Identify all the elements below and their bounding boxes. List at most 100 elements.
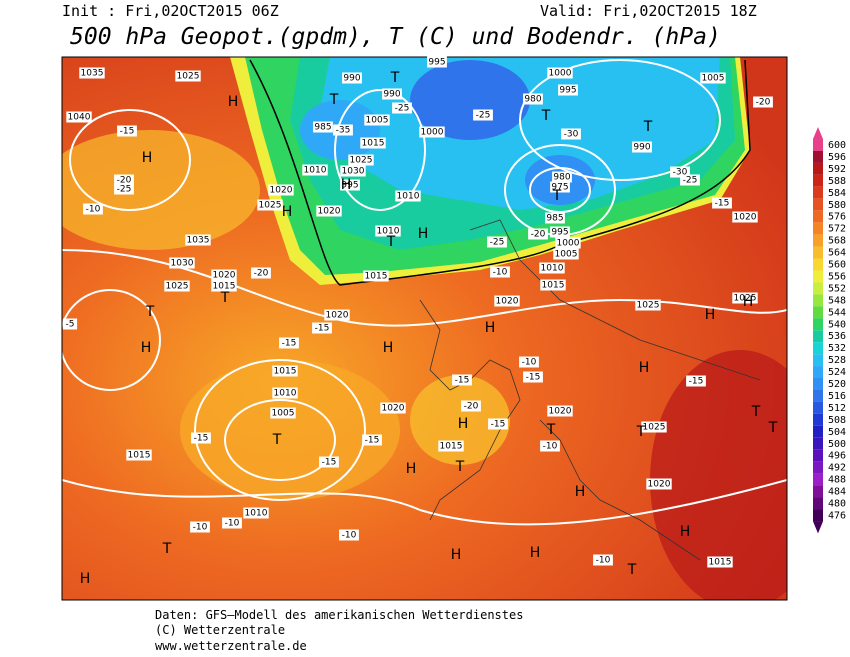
colorbar-label: 532 xyxy=(828,343,846,354)
colorbar-label: 540 xyxy=(828,319,846,330)
label-box xyxy=(339,529,359,541)
label-box xyxy=(540,440,560,452)
label-box xyxy=(523,93,543,105)
contour-label: -5 xyxy=(66,320,75,330)
color-swatch xyxy=(813,258,823,271)
contour-label: -15 xyxy=(194,434,209,444)
pressure-center: H xyxy=(341,177,352,193)
contour-label: -30 xyxy=(673,168,688,178)
color-swatch xyxy=(813,222,823,235)
contour-label: 1025 xyxy=(350,156,373,166)
contour-552 xyxy=(249,59,751,286)
contour-label: 1020 xyxy=(382,404,405,414)
color-swatch xyxy=(813,449,823,462)
label-box xyxy=(117,125,137,137)
label-box xyxy=(552,171,572,183)
label-box xyxy=(732,211,758,223)
label-box xyxy=(380,402,406,414)
contour-label: 1005 xyxy=(702,74,725,84)
pressure-center: T xyxy=(546,422,556,438)
contour-label: 1020 xyxy=(326,311,349,321)
label-box xyxy=(164,280,190,292)
contour-label: 1020 xyxy=(270,186,293,196)
label-box xyxy=(348,154,374,166)
label-box xyxy=(555,237,581,249)
label-box xyxy=(360,137,386,149)
label-box xyxy=(539,262,565,274)
color-swatch xyxy=(813,139,823,151)
contour-label: -10 xyxy=(86,205,101,215)
contour-label: 1030 xyxy=(171,259,194,269)
label-box xyxy=(593,554,613,566)
contour-label: 1000 xyxy=(421,128,444,138)
colorbar-label: 520 xyxy=(828,379,846,390)
pressure-center: T xyxy=(272,432,282,448)
contour-label: -15 xyxy=(491,420,506,430)
label-box xyxy=(324,309,350,321)
label-box xyxy=(257,199,283,211)
cold-core xyxy=(410,60,530,140)
label-box xyxy=(114,183,134,195)
colorbar-label: 564 xyxy=(828,248,846,259)
contour-label: 1010 xyxy=(245,509,268,519)
contour-label: -25 xyxy=(476,111,491,121)
contour-label: -20 xyxy=(464,402,479,412)
color-swatch xyxy=(813,246,823,259)
contour-label: -10 xyxy=(543,442,558,452)
label-box xyxy=(319,456,339,468)
label-box xyxy=(473,109,493,121)
footer-line: Daten: GFS–Modell des amerikanischen Wet… xyxy=(155,608,523,622)
map-area xyxy=(62,57,787,600)
color-swatch xyxy=(813,437,823,450)
contour-label: 1005 xyxy=(272,409,295,419)
contour-label: 990 xyxy=(383,90,400,100)
pressure-center: H xyxy=(383,340,394,356)
label-box xyxy=(191,432,211,444)
pressure-center: T xyxy=(386,234,396,250)
pressure-center: H xyxy=(451,547,462,563)
label-box xyxy=(395,190,421,202)
contour-label: 975 xyxy=(551,183,568,193)
label-box xyxy=(547,67,573,79)
label-box xyxy=(66,111,92,123)
contour-label: -10 xyxy=(522,358,537,368)
label-box xyxy=(686,375,706,387)
colorbar-label: 576 xyxy=(828,212,846,223)
color-swatch xyxy=(813,354,823,367)
pressure-center: T xyxy=(768,420,778,436)
pressure-center: T xyxy=(220,290,230,306)
contour-label: 995 xyxy=(341,181,358,191)
colorbar-label: 556 xyxy=(828,271,846,282)
contour-label: 1015 xyxy=(365,272,388,282)
label-box xyxy=(169,257,195,269)
colorbar-label: 592 xyxy=(828,164,846,175)
label-box xyxy=(175,70,201,82)
pressure-center: T xyxy=(627,562,637,578)
label-box xyxy=(547,405,573,417)
contour-label: 1025 xyxy=(734,294,757,304)
color-swatch xyxy=(813,342,823,355)
color-swatch xyxy=(813,378,823,390)
contour-label: -15 xyxy=(315,324,330,334)
colorbar-arrow xyxy=(813,127,823,140)
label-box xyxy=(487,236,507,248)
color-swatch xyxy=(813,389,823,402)
contour-label: 1015 xyxy=(542,281,565,291)
coastlines xyxy=(419,219,761,561)
pressure-center: T xyxy=(552,188,562,204)
color-swatch xyxy=(813,461,823,474)
label-box xyxy=(550,181,570,193)
label-box xyxy=(488,418,508,430)
label-box xyxy=(519,356,539,368)
map-title: 500 hPa Geopot.(gpdm), T (C) und Bodendr… xyxy=(70,24,721,50)
label-box xyxy=(553,248,579,260)
contour-label: 1025 xyxy=(259,201,282,211)
warm-zone xyxy=(410,375,510,465)
label-box xyxy=(392,102,412,114)
colorbar-label: 488 xyxy=(828,475,846,486)
label-box xyxy=(461,400,481,412)
contour-label: 985 xyxy=(546,214,563,224)
label-box xyxy=(333,124,353,136)
contour-label: 1020 xyxy=(734,213,757,223)
colorbar-label: 560 xyxy=(828,260,846,271)
